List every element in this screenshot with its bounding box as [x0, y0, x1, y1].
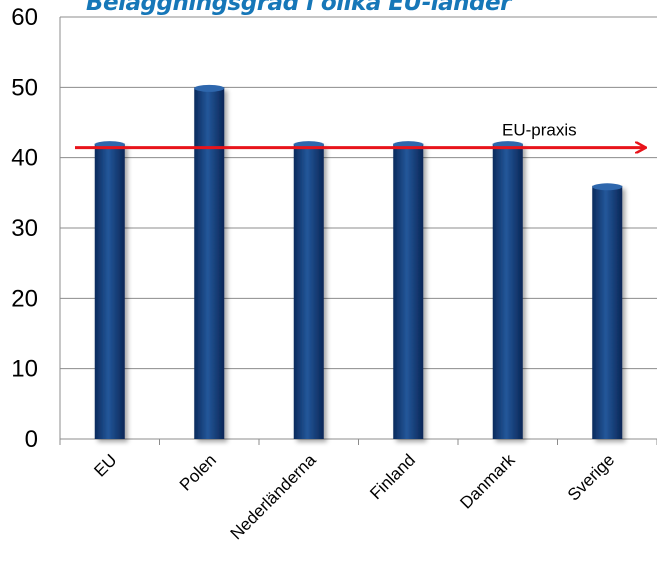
x-tick-label: Sverige: [564, 450, 618, 504]
bar: [492, 143, 523, 439]
y-tick-label: 10: [11, 356, 38, 383]
x-tick-label: EU: [90, 450, 120, 480]
bar-top-highlight: [194, 84, 225, 92]
x-tick-label: Finland: [366, 450, 419, 503]
bar-top-highlight: [592, 183, 623, 191]
bar: [592, 185, 623, 439]
gridlines: [60, 16, 657, 370]
y-tick-label: 20: [11, 285, 38, 312]
bars: [94, 84, 623, 439]
y-tick-label: 60: [11, 4, 38, 31]
bar: [293, 143, 324, 439]
reference-line-label: EU-praxis: [502, 121, 577, 140]
reference-line-group: EU-praxis: [75, 121, 645, 148]
bar: [194, 87, 225, 439]
y-tick-label: 30: [11, 215, 38, 242]
x-tick-labels: EU Polen Nederländerna Finland Danmark Sverig…: [90, 450, 618, 543]
x-tick-label: Polen: [176, 450, 220, 494]
y-tick-label: 50: [11, 74, 38, 101]
y-tick-labels: 0 10 20 30 40 50 60: [11, 4, 38, 453]
y-tick-label: 0: [25, 426, 38, 453]
bar: [94, 143, 125, 439]
bar: [393, 143, 424, 439]
y-tick-label: 40: [11, 145, 38, 172]
chart-title: Beläggningsgrad i olika EU-länder: [86, 0, 511, 16]
x-tick-label: Nederländerna: [227, 450, 320, 543]
x-tick-label: Danmark: [456, 450, 519, 513]
axes: [59, 17, 657, 445]
